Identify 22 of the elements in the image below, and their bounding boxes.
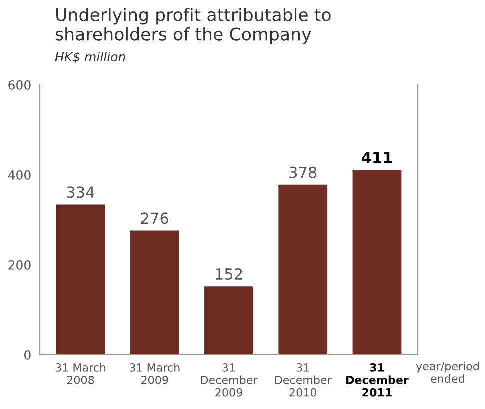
data-label: 152 (216, 268, 242, 280)
x-tick-label: 31 March 2009 (130, 363, 180, 384)
x-tick-label: 31 March 2008 (56, 363, 106, 384)
data-label: 276 (141, 212, 168, 224)
bar (352, 170, 402, 355)
x-tick-label: 31 December 2011 (346, 364, 409, 397)
data-label: 411 (362, 152, 392, 164)
bar (278, 184, 328, 355)
y-axis-title: HK$ million (55, 52, 126, 64)
y-tick-label: 600 (8, 80, 31, 90)
data-label: 334 (67, 186, 94, 198)
y-tick-label: 400 (8, 170, 31, 180)
x-tick-label: 31 December 2009 (201, 364, 258, 397)
x-axis-title: year/period ended (416, 362, 479, 384)
bar (130, 230, 180, 355)
data-label: 378 (290, 166, 317, 178)
bar (56, 204, 106, 355)
y-tick-label: 200 (8, 260, 31, 270)
chart-title: Underlying profit attributable to shareholders of the Company (56, 8, 331, 44)
y-tick-label: 0 (24, 350, 31, 360)
bar (204, 286, 254, 355)
x-tick-label: 31 December 2010 (275, 364, 332, 397)
